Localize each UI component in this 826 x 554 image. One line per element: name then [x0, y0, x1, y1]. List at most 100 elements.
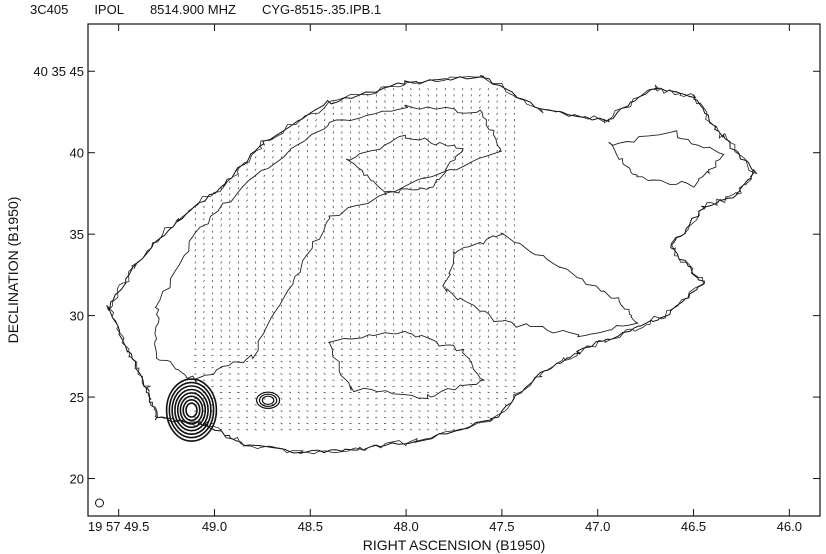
polarization-vector — [496, 230, 498, 233]
polarization-vector — [496, 329, 498, 332]
polarization-vector — [487, 385, 490, 388]
polarization-vector — [315, 335, 317, 338]
polarization-vector — [418, 323, 421, 326]
polarization-vector — [323, 242, 326, 246]
polarization-vector — [384, 112, 386, 116]
polarization-vector — [504, 341, 507, 345]
polarization-vector — [323, 329, 326, 332]
polarization-vector — [358, 354, 361, 357]
polarization-vector — [298, 279, 300, 283]
polarization-vector — [280, 143, 283, 147]
polarization-vector — [496, 94, 498, 97]
polarization-vector — [349, 317, 352, 320]
polarization-vector — [220, 137, 222, 140]
polarization-vector — [479, 94, 481, 97]
polarization-vector — [254, 317, 257, 320]
polarization-vector — [194, 162, 197, 165]
polarization-vector — [306, 131, 309, 134]
polarization-vector — [254, 199, 257, 202]
polarization-vector — [444, 162, 447, 165]
polarization-vector — [194, 298, 197, 301]
polarization-vector — [272, 168, 274, 171]
polarization-vector — [366, 143, 369, 147]
polarization-vector — [435, 422, 438, 425]
polarization-vector — [505, 230, 507, 233]
polarization-vector — [289, 162, 291, 165]
polarization-vector — [263, 211, 265, 215]
polarization-vector — [228, 88, 231, 91]
polarization-vector — [194, 137, 197, 140]
polarization-vector — [435, 298, 438, 301]
polarization-vector — [470, 94, 472, 97]
polarization-vector — [375, 230, 378, 233]
polarization-vector — [470, 224, 472, 227]
polarization-vector — [435, 317, 438, 320]
polarization-vector — [280, 149, 283, 153]
polarization-vector — [306, 118, 309, 122]
outer-contour — [106, 75, 754, 454]
polarization-vector — [306, 106, 309, 109]
polarization-vector — [306, 279, 309, 283]
polarization-vector — [211, 125, 214, 128]
polarization-vector — [444, 137, 447, 140]
polarization-vector — [436, 149, 438, 153]
polarization-vector — [444, 168, 447, 171]
polarization-vector — [401, 267, 403, 270]
polarization-vector — [461, 156, 464, 159]
polarization-vector — [410, 304, 412, 307]
polarization-vector — [496, 242, 498, 246]
polarization-vector — [315, 329, 317, 332]
polarization-vector — [461, 373, 464, 375]
polarization-vector — [263, 205, 266, 208]
polarization-vector — [280, 385, 283, 388]
polarization-vector — [418, 341, 421, 345]
polarization-vector — [306, 273, 309, 277]
polarization-vector — [237, 187, 240, 190]
polarization-vector — [211, 137, 214, 140]
polarization-vector — [297, 403, 300, 406]
polarization-vector — [297, 397, 300, 400]
polarization-vector — [453, 292, 455, 295]
polarization-vector — [479, 242, 481, 246]
polarization-vector — [375, 273, 378, 277]
polarization-vector — [246, 174, 248, 177]
polarization-vector — [237, 106, 240, 109]
polarization-vector — [332, 112, 334, 116]
polarization-vector — [479, 224, 481, 227]
polarization-vector — [280, 156, 283, 159]
polarization-vector — [418, 100, 421, 103]
polarization-vector — [323, 88, 326, 91]
polarization-vector — [254, 335, 257, 338]
polarization-vector — [427, 94, 429, 97]
polarization-vector — [461, 248, 464, 252]
polarization-vector — [289, 255, 291, 258]
polarization-vector — [194, 131, 197, 134]
polarization-vector — [487, 137, 490, 140]
polarization-vector — [452, 366, 456, 369]
polarization-vector — [349, 261, 352, 264]
polarization-vector — [453, 267, 455, 270]
polarization-vector — [306, 236, 309, 239]
polarization-vector — [487, 261, 490, 264]
polarization-vector — [220, 329, 222, 332]
polarization-vector — [246, 224, 248, 227]
polarization-vector — [470, 391, 473, 394]
polarization-vector — [470, 428, 473, 431]
polarization-vector — [289, 310, 291, 314]
polarization-vector — [203, 149, 205, 153]
polarization-vector — [401, 242, 404, 246]
polarization-vector — [452, 373, 456, 375]
polarization-vector — [358, 279, 360, 283]
polarization-vector — [427, 174, 429, 177]
polarization-vector — [306, 242, 309, 246]
polarization-vector — [315, 211, 317, 215]
polarization-vector — [435, 367, 438, 369]
polarization-vector — [479, 131, 481, 134]
polarization-vector — [436, 273, 438, 277]
polarization-vector — [297, 242, 300, 246]
polarization-vector — [479, 230, 481, 233]
polarization-vector — [427, 428, 430, 431]
polarization-vector — [280, 391, 283, 394]
polarization-vector — [410, 211, 412, 215]
polarization-vector — [349, 174, 352, 177]
